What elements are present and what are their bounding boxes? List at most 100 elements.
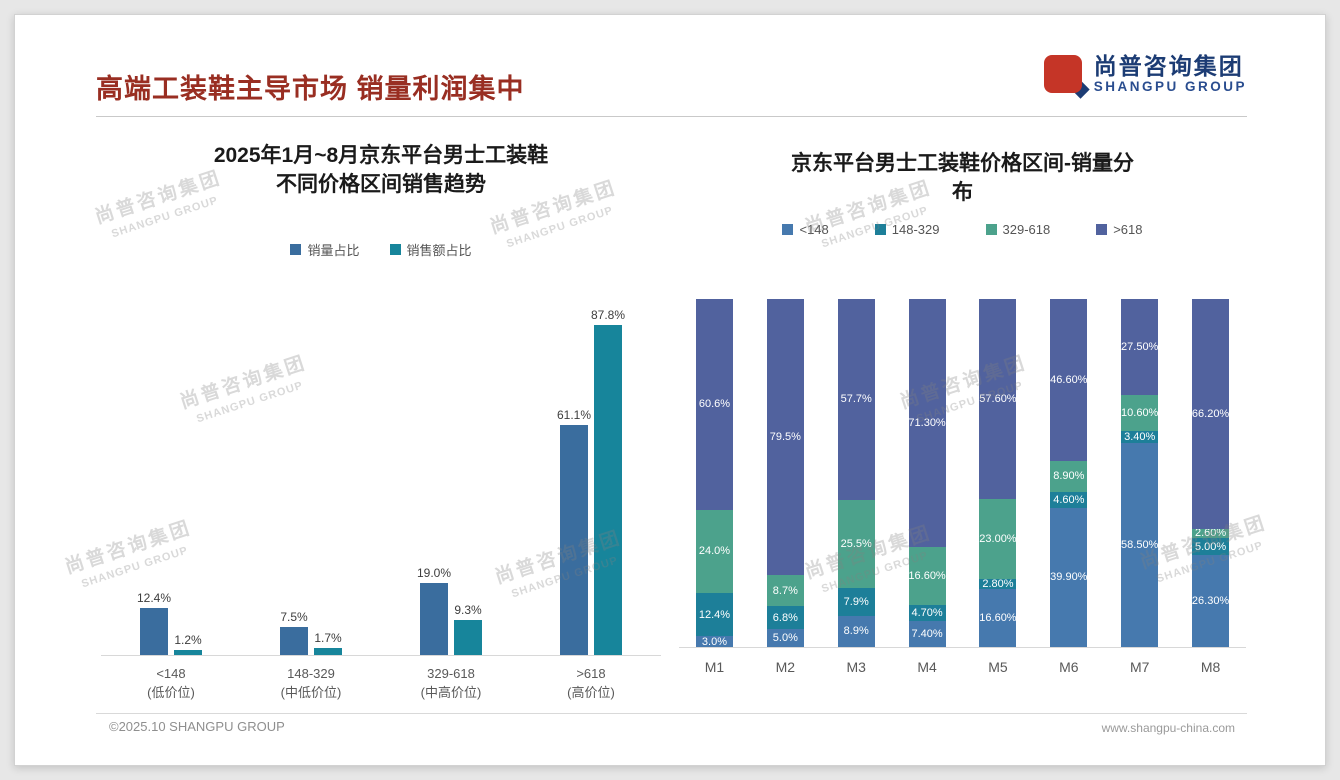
category-label: M5 <box>988 658 1008 675</box>
bar-wrap: 61.1% <box>557 408 591 655</box>
bar-segment: 66.20% <box>1192 298 1229 529</box>
segment-value-label: 5.0% <box>772 632 798 645</box>
bar-wrap: 1.2% <box>174 633 202 655</box>
stack: 7.40% 4.70% 16.60% 71.30% <box>908 298 946 647</box>
category-label: 148-329 (中低价位) <box>281 664 342 703</box>
bar-value-label: 12.4% <box>136 591 172 606</box>
title-underline <box>96 116 1247 117</box>
segment-value-label: 8.9% <box>843 625 869 638</box>
stack: 8.9% 7.9% 25.5% 57.7% <box>837 298 875 647</box>
bar <box>314 648 342 655</box>
bar-wrap: 19.0% <box>417 566 451 655</box>
segment-value-label: 57.7% <box>840 393 872 406</box>
bar-segment: 7.40% <box>908 620 946 647</box>
stack: 5.0% 6.8% 8.7% 79.5% <box>766 298 804 647</box>
bar-segment: 16.60% <box>908 546 946 605</box>
bar-segment: 57.60% <box>979 298 1017 500</box>
segment-value-label: 16.60% <box>979 611 1017 624</box>
bar-segment: 25.5% <box>837 499 875 589</box>
footer-divider <box>96 713 1247 714</box>
bar-segment: 10.60% <box>1121 394 1158 432</box>
segment-value-label: 2.80% <box>982 578 1014 591</box>
segment-value-label: 58.50% <box>1121 538 1159 551</box>
bar-segment: 5.0% <box>766 629 804 647</box>
bar-segment: 27.50% <box>1121 298 1158 395</box>
legend-item: <148 <box>782 221 829 237</box>
legend-swatch <box>874 223 886 235</box>
logo-icon <box>1043 54 1090 99</box>
segment-value-label: 79.5% <box>769 431 801 444</box>
legend-item: 148-329 <box>874 221 940 237</box>
bar-segment: 2.60% <box>1192 527 1230 539</box>
slide: 高端工装鞋主导市场 销量利润集中 尚普咨询集团 SHANGPU GROUP 20… <box>14 14 1326 766</box>
legend-item: 329-618 <box>985 221 1051 237</box>
category-sublabel: (低价位) <box>147 685 195 701</box>
legend-item: 销量占比 <box>290 240 360 259</box>
legend-label: 销量占比 <box>307 242 360 258</box>
category-name: <148 <box>156 665 186 681</box>
bar-segment: 58.50% <box>1121 443 1158 647</box>
segment-value-label: 12.4% <box>698 608 731 621</box>
chart-title-line1: 2025年1月~8月京东平台男士工装鞋 <box>213 144 549 167</box>
copyright-text: ©2025.10 SHANGPU GROUP <box>109 719 285 734</box>
category-label: M1 <box>704 658 725 675</box>
chart-legend: <148 148-329 329-618 >618 <box>679 222 1246 237</box>
stacked-column: 58.50% 3.40% 10.60% 27.50% M7 <box>1121 298 1158 678</box>
stack: 39.90% 4.60% 8.90% 46.60% <box>1050 298 1088 647</box>
chart-title-line1: 京东平台男士工装鞋价格区间-销量分 <box>791 152 1134 175</box>
bar-segment: 12.4% <box>695 593 733 637</box>
bar-value-label: 1.7% <box>314 631 342 646</box>
bar-segment: 60.6% <box>695 298 733 510</box>
segment-value-label: 60.6% <box>698 398 731 411</box>
stack: 3.0% 12.4% 24.0% 60.6% <box>695 298 733 648</box>
bar-segment: 4.70% <box>908 604 946 621</box>
bar-group: 7.5% 1.7% 148-329 (中低价位) <box>280 279 342 703</box>
bar-group: 61.1% 87.8% >618 (高价位) <box>557 279 625 703</box>
bar-value-label: 61.1% <box>556 408 592 423</box>
category-label: M4 <box>917 658 937 675</box>
category-sublabel: (中高价位) <box>420 685 482 701</box>
stacked-column: 7.40% 4.70% 16.60% 71.30% M4 <box>908 298 946 678</box>
bar-segment: 2.80% <box>979 578 1017 591</box>
segment-value-label: 39.90% <box>1050 571 1088 584</box>
segment-value-label: 4.70% <box>911 606 943 619</box>
legend-label: 329-618 <box>1002 221 1051 237</box>
bar-group: 19.0% 9.3% 329-618 (中高价位) <box>417 279 482 703</box>
bar-segment: 6.8% <box>766 605 804 630</box>
legend-swatch <box>985 223 997 235</box>
segment-value-label: 6.8% <box>772 611 798 624</box>
bar-value-label: 19.0% <box>416 566 452 581</box>
stack: 16.60% 2.80% 23.00% 57.60% <box>979 298 1017 647</box>
bar-segment: 16.60% <box>979 588 1017 647</box>
legend-label: <148 <box>799 221 829 237</box>
segment-value-label: 23.00% <box>979 533 1017 546</box>
legend-swatch <box>1096 223 1108 235</box>
legend-label: 销售额占比 <box>406 242 472 258</box>
bar-segment: 79.5% <box>766 298 804 576</box>
bar-segment: 8.9% <box>837 615 875 647</box>
segment-value-label: 8.7% <box>772 584 798 597</box>
logo: 尚普咨询集团 SHANGPU GROUP <box>1043 53 1247 99</box>
segment-value-label: 8.90% <box>1053 470 1085 483</box>
bar-wrap: 87.8% <box>591 308 625 655</box>
segment-value-label: 25.5% <box>840 537 872 550</box>
plot-area: 12.4% 1.2% <148 (低价位) 7.5% 1.7% 148-329 (中低价位) 1… <box>101 279 661 703</box>
segment-value-label: 3.40% <box>1124 431 1156 444</box>
segment-value-label: 24.0% <box>698 545 731 558</box>
x-axis-line <box>101 654 661 656</box>
bar <box>454 619 482 655</box>
bar-wrap: 1.7% <box>314 631 342 655</box>
stacked-column: 16.60% 2.80% 23.00% 57.60% M5 <box>979 298 1017 678</box>
category-sublabel: (中低价位) <box>280 685 342 701</box>
legend-label: >618 <box>1113 221 1143 237</box>
bar <box>174 650 202 655</box>
bar-segment: 24.0% <box>695 509 733 594</box>
category-sublabel: (高价位) <box>567 685 615 701</box>
segment-value-label: 57.60% <box>979 393 1017 406</box>
bar-wrap: 9.3% <box>454 603 482 655</box>
bar-pair: 19.0% 9.3% <box>417 279 482 655</box>
segment-value-label: 71.30% <box>908 416 946 429</box>
chart-title: 京东平台男士工装鞋价格区间-销量分 布 <box>679 149 1246 208</box>
bar-wrap: 12.4% <box>137 591 171 655</box>
legend-label: 148-329 <box>891 221 940 237</box>
